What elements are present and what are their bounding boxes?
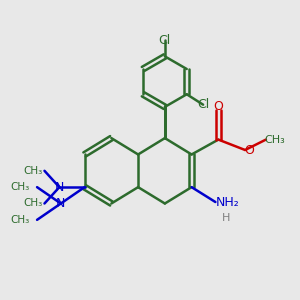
Text: N: N — [55, 181, 64, 194]
Text: Cl: Cl — [159, 34, 171, 46]
Text: H: H — [222, 213, 230, 224]
Text: CH₃: CH₃ — [11, 182, 30, 192]
Text: CH₃: CH₃ — [23, 166, 42, 176]
Text: O: O — [244, 143, 254, 157]
Text: NH₂: NH₂ — [215, 196, 239, 208]
Text: O: O — [213, 100, 223, 113]
Text: Cl: Cl — [197, 98, 209, 111]
Text: CH₃: CH₃ — [23, 199, 42, 208]
Text: N: N — [56, 197, 65, 210]
Text: CH₃: CH₃ — [265, 135, 285, 145]
Text: CH₃: CH₃ — [11, 215, 30, 225]
